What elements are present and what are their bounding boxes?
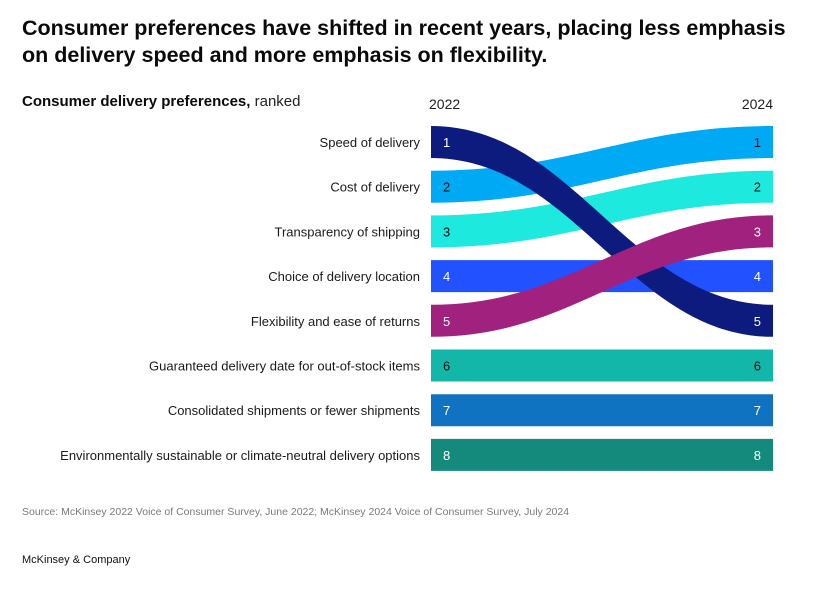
- rank-2022-speed-of-delivery: 1: [443, 135, 450, 150]
- rank-2024-guaranteed-delivery-date-for-out-of-stock-items: 6: [754, 359, 761, 374]
- source-note: Source: McKinsey 2022 Voice of Consumer …: [22, 506, 570, 518]
- ribbon-flexibility-and-ease-of-returns: [431, 215, 773, 337]
- subtitle-normal: ranked: [250, 93, 301, 110]
- category-label-cost-of-delivery: Cost of delivery: [330, 180, 420, 195]
- rank-2022-guaranteed-delivery-date-for-out-of-stock-items: 6: [443, 359, 450, 374]
- rank-2024-cost-of-delivery: 1: [754, 135, 761, 150]
- ribbon-cost-of-delivery: [431, 126, 773, 203]
- year-label-2022: 2022: [429, 96, 460, 112]
- rank-2022-environmentally-sustainable-or-climate-neutral-delivery-options: 8: [443, 448, 450, 463]
- rank-2022-cost-of-delivery: 2: [443, 180, 450, 195]
- category-label-flexibility-and-ease-of-returns: Flexibility and ease of returns: [251, 314, 421, 329]
- rank-2022-flexibility-and-ease-of-returns: 5: [443, 314, 450, 329]
- category-label-environmentally-sustainable-or-climate-neutral-delivery-options: Environmentally sustainable or climate-n…: [60, 448, 420, 463]
- rank-2024-choice-of-delivery-location: 4: [754, 269, 761, 284]
- chart-subtitle: Consumer delivery preferences, ranked: [22, 93, 300, 110]
- category-label-consolidated-shipments-or-fewer-shipments: Consolidated shipments or fewer shipment…: [168, 403, 421, 418]
- chart-title: Consumer preferences have shifted in rec…: [22, 16, 786, 67]
- ribbon-environmentally-sustainable-or-climate-neutral-delivery-options: [431, 438, 773, 471]
- ribbon-transparency-of-shipping: [431, 170, 773, 248]
- ribbon-guaranteed-delivery-date-for-out-of-stock-items: [431, 349, 773, 382]
- rank-2024-consolidated-shipments-or-fewer-shipments: 7: [754, 403, 761, 418]
- rank-2022-choice-of-delivery-location: 4: [443, 269, 450, 284]
- subtitle-bold: Consumer delivery preferences,: [22, 93, 251, 110]
- ribbon-speed-of-delivery: [431, 126, 773, 337]
- rank-2022-transparency-of-shipping: 3: [443, 224, 450, 239]
- rank-2024-environmentally-sustainable-or-climate-neutral-delivery-options: 8: [754, 448, 761, 463]
- rank-2024-speed-of-delivery: 5: [754, 314, 761, 329]
- brand-name: McKinsey & Company: [22, 554, 131, 566]
- rank-2024-transparency-of-shipping: 2: [754, 180, 761, 195]
- rank-2024-flexibility-and-ease-of-returns: 3: [754, 224, 761, 239]
- year-label-2024: 2024: [742, 96, 773, 112]
- category-label-transparency-of-shipping: Transparency of shipping: [275, 224, 421, 239]
- category-label-choice-of-delivery-location: Choice of delivery location: [268, 269, 420, 284]
- ribbon-consolidated-shipments-or-fewer-shipments: [431, 394, 773, 427]
- category-label-guaranteed-delivery-date-for-out-of-stock-items: Guaranteed delivery date for out-of-stoc…: [149, 359, 420, 374]
- category-label-speed-of-delivery: Speed of delivery: [320, 135, 421, 150]
- rank-2022-consolidated-shipments-or-fewer-shipments: 7: [443, 403, 450, 418]
